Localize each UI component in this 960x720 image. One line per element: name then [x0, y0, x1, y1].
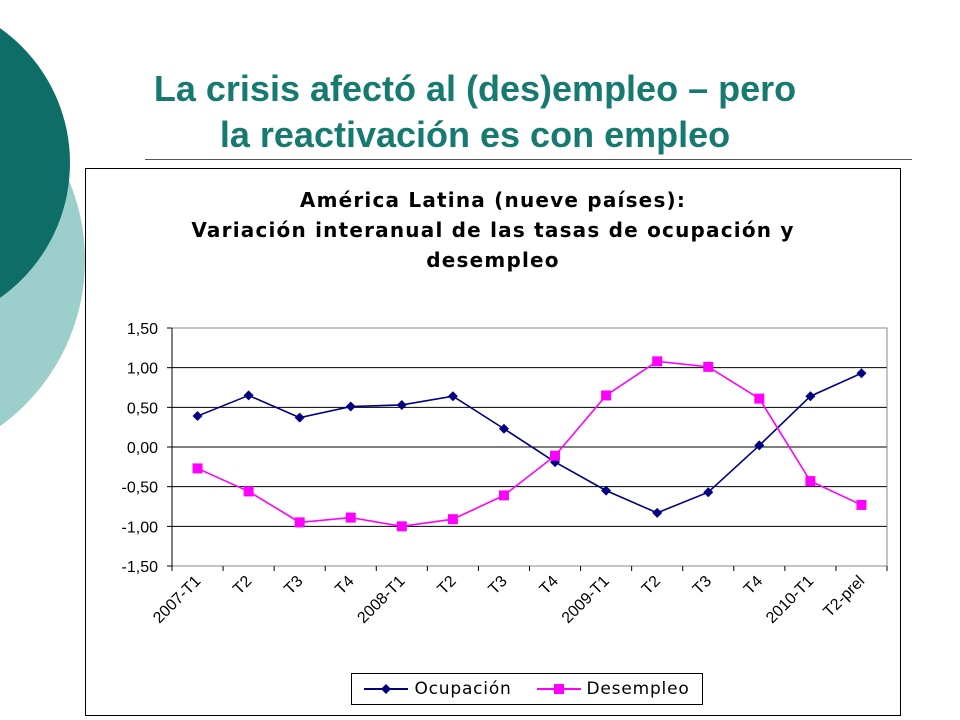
x-tick-label: T3 [486, 573, 511, 598]
data-point-ocupacion [754, 440, 765, 451]
data-point-ocupacion [703, 487, 714, 498]
x-tick-label: 2010-T1 [763, 573, 817, 627]
chart-area: América Latina (nueve países): Variación… [85, 168, 901, 716]
series-line-0 [197, 372, 862, 514]
x-tick-label: T2-prel [820, 573, 868, 621]
data-point-desempleo [345, 512, 356, 523]
slide-title-line1: La crisis afectó al (des)empleo – pero [153, 68, 797, 109]
data-point-ocupacion [243, 390, 254, 401]
y-tick-label: 0,00 [127, 440, 158, 457]
data-point-ocupacion [345, 401, 356, 412]
data-point-desempleo [294, 517, 305, 528]
data-point-ocupacion [498, 423, 509, 434]
y-tick-label: -1,50 [122, 559, 159, 576]
data-point-desempleo [652, 356, 663, 367]
legend-item-ocupacion: Ocupación [364, 679, 511, 699]
data-point-desempleo [805, 476, 816, 487]
data-point-ocupacion [805, 391, 816, 402]
x-tick-label: T3 [281, 573, 306, 598]
x-tick-label: T2 [434, 573, 459, 598]
data-point-ocupacion [396, 399, 407, 410]
dark-teal-circle [0, 28, 70, 298]
y-tick-label: 1,00 [127, 361, 158, 378]
data-point-desempleo [550, 450, 561, 461]
data-point-desempleo [856, 499, 867, 510]
data-point-desempleo [601, 390, 612, 401]
data-point-desempleo [703, 361, 714, 372]
y-tick-label: -0,50 [122, 480, 159, 497]
slide-title: La crisis afectó al (des)empleo – pero l… [60, 66, 890, 158]
data-point-ocupacion [856, 368, 867, 379]
data-point-desempleo [498, 490, 509, 501]
data-point-ocupacion [447, 391, 458, 402]
series-line-1 [197, 360, 862, 528]
x-tick-label: T4 [332, 573, 357, 598]
data-point-ocupacion [601, 485, 612, 496]
x-tick-label: 2008-T1 [354, 573, 408, 627]
data-point-ocupacion [294, 412, 305, 423]
chart-title: América Latina (nueve países): Variación… [86, 185, 900, 275]
line-chart: -1,50 -1,00 -0,50 0,00 0,50 1,00 1,50 2007-T1 T2… [122, 321, 888, 627]
legend-item-desempleo: Desempleo [536, 679, 690, 699]
data-point-desempleo [396, 521, 407, 532]
data-point-ocupacion [652, 507, 663, 518]
square-line-icon [536, 684, 581, 694]
legend-label-ocupacion: Ocupación [414, 679, 512, 699]
x-tick-label: T4 [741, 573, 766, 598]
chart-title-line2: Variación interanual de las tasas de ocu… [191, 218, 795, 242]
y-tick-label: 0,50 [127, 400, 158, 417]
slide-title-line2: la reactivación es con empleo [219, 114, 731, 155]
x-tick-label: 2007-T1 [150, 573, 204, 627]
data-point-desempleo [243, 486, 254, 497]
title-underline [145, 159, 912, 160]
data-point-desempleo [192, 463, 203, 474]
diamond-line-icon [364, 684, 409, 694]
chart-title-line3: desempleo [426, 248, 560, 272]
y-tick-label: -1,00 [122, 519, 159, 536]
y-tick-label: 1,50 [127, 321, 158, 338]
data-point-ocupacion [192, 411, 203, 422]
x-tick-label: T4 [537, 573, 562, 598]
x-tick-label: T2 [639, 573, 664, 598]
x-tick-label: T2 [230, 573, 255, 598]
data-point-desempleo [447, 514, 458, 525]
data-point-desempleo [754, 393, 765, 404]
x-tick-label: T3 [690, 573, 715, 598]
chart-legend: Ocupación Desempleo [351, 673, 703, 705]
x-tick-label: 2009-T1 [559, 573, 613, 627]
chart-title-line1: América Latina (nueve países): [299, 188, 687, 212]
legend-label-desempleo: Desempleo [586, 679, 690, 699]
